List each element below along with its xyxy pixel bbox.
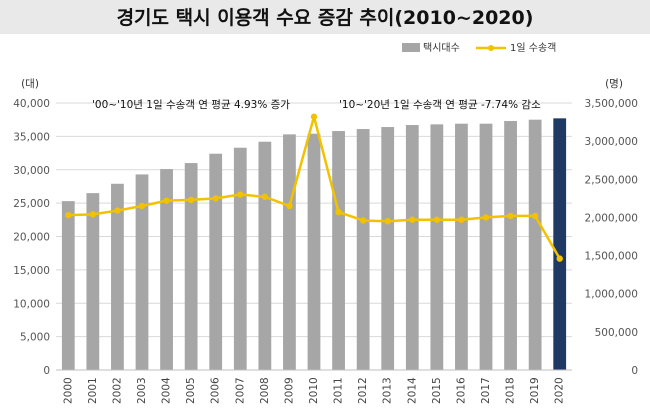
line-point (212, 195, 219, 202)
right-tick-label: 3,500,000 (585, 98, 638, 110)
bar (528, 119, 542, 370)
right-axis: 0 500,000 1,000,000 1,500,000 2,000,000 2,500… (585, 98, 638, 377)
line-point (187, 196, 195, 204)
legend-swatch-marker (488, 45, 494, 51)
annotation-decrease: '10~'20년 1일 수송객 연 평균 -7.74% 감소 (339, 98, 541, 111)
left-tick-label: 15,000 (13, 265, 50, 277)
x-tick-label: 2010 (308, 377, 320, 404)
right-tick-label: 3,000,000 (585, 136, 638, 148)
bar (430, 124, 444, 370)
line-point (531, 212, 539, 220)
left-tick-label: 20,000 (13, 232, 50, 244)
line-point (458, 216, 465, 223)
bar (160, 169, 173, 370)
bar (504, 121, 517, 371)
line-point (433, 216, 441, 223)
x-tick-label: 2003 (136, 377, 148, 404)
line-point (163, 197, 170, 204)
x-tick-label: 2002 (111, 377, 123, 404)
annotation-increase: '00~'10년 1일 수송객 연 평균 4.93% 증가 (92, 98, 290, 111)
legend-swatch-bar (402, 43, 420, 52)
left-tick-label: 35,000 (13, 131, 50, 143)
left-tick-label: 0 (43, 365, 50, 377)
line-point (359, 217, 367, 224)
line-point (384, 218, 391, 225)
right-tick-label: 2,000,000 (585, 212, 638, 224)
legend-label-bar: 택시대수 (423, 42, 460, 54)
x-tick-label: 2012 (357, 377, 369, 404)
left-axis-unit: (대) (21, 78, 39, 90)
left-tick-label: 40,000 (13, 98, 50, 110)
bar (356, 129, 370, 370)
line-point (114, 207, 121, 214)
line-point (65, 211, 72, 219)
line-point (409, 216, 416, 223)
x-axis: 2000 2001 2002 2003 2004 2005 2006 2007 2008 2009… (56, 369, 572, 404)
left-tick-label: 30,000 (13, 165, 50, 177)
right-axis-unit: (명) (605, 78, 623, 90)
x-tick-label: 2014 (406, 377, 418, 404)
bar (332, 131, 345, 370)
bar-series (61, 118, 567, 371)
title-band (0, 0, 650, 34)
line-point (89, 211, 97, 218)
x-tick-label: 2015 (431, 377, 443, 404)
bar (135, 174, 149, 370)
line-series (65, 113, 563, 262)
bar (283, 134, 296, 370)
x-tick-label: 2017 (480, 377, 492, 404)
left-tick-label: 25,000 (13, 198, 50, 210)
bar (553, 118, 567, 370)
right-tick-label: 2,500,000 (585, 174, 638, 186)
line-point (261, 193, 269, 201)
x-tick-label: 2005 (185, 377, 197, 404)
x-tick-label: 2019 (529, 377, 541, 404)
x-tick-label: 2004 (161, 377, 173, 404)
right-tick-label: 0 (631, 365, 638, 377)
right-tick-label: 1,000,000 (585, 289, 638, 301)
bar (209, 153, 223, 370)
line-point (138, 202, 146, 210)
line-point (286, 202, 293, 210)
x-tick-label: 2006 (210, 377, 222, 404)
x-tick-label: 2016 (455, 377, 467, 404)
left-tick-label: 5,000 (20, 332, 50, 344)
bar (307, 133, 321, 370)
line-point (310, 113, 318, 120)
bar (405, 125, 419, 370)
bar (455, 123, 468, 370)
line-point (556, 255, 563, 262)
bar (233, 147, 247, 370)
bar (479, 123, 493, 370)
right-tick-label: 500,000 (595, 327, 638, 339)
line-point (335, 208, 342, 216)
legend: 택시대수 1일 수송객 (402, 42, 556, 54)
line-point (507, 212, 514, 220)
x-tick-label: 2000 (62, 377, 74, 404)
x-tick-label: 2009 (283, 377, 295, 404)
x-tick-label: 2013 (382, 377, 394, 404)
bar (381, 127, 395, 370)
chart-title: 경기도 택시 이용객 수요 증감 추이(2010~2020) (117, 7, 534, 29)
x-tick-label: 2020 (554, 377, 566, 404)
bar (61, 201, 75, 370)
left-tick-label: 10,000 (13, 298, 50, 310)
x-tick-label: 2001 (87, 377, 99, 404)
bar (184, 163, 198, 370)
x-tick-label: 2018 (505, 377, 517, 404)
x-tick-label: 2011 (333, 377, 345, 404)
bar (86, 193, 100, 370)
x-tick-label: 2008 (259, 377, 271, 404)
bar (111, 183, 124, 370)
left-axis: 0 5,000 10,000 15,000 20,000 25,000 30,000 35,0… (13, 98, 50, 377)
right-tick-label: 1,500,000 (585, 251, 638, 263)
line-point (482, 214, 490, 221)
x-tick-label: 2007 (234, 377, 246, 404)
bar (258, 141, 272, 370)
line-point (237, 191, 244, 198)
legend-label-line: 1일 수송객 (510, 42, 556, 54)
